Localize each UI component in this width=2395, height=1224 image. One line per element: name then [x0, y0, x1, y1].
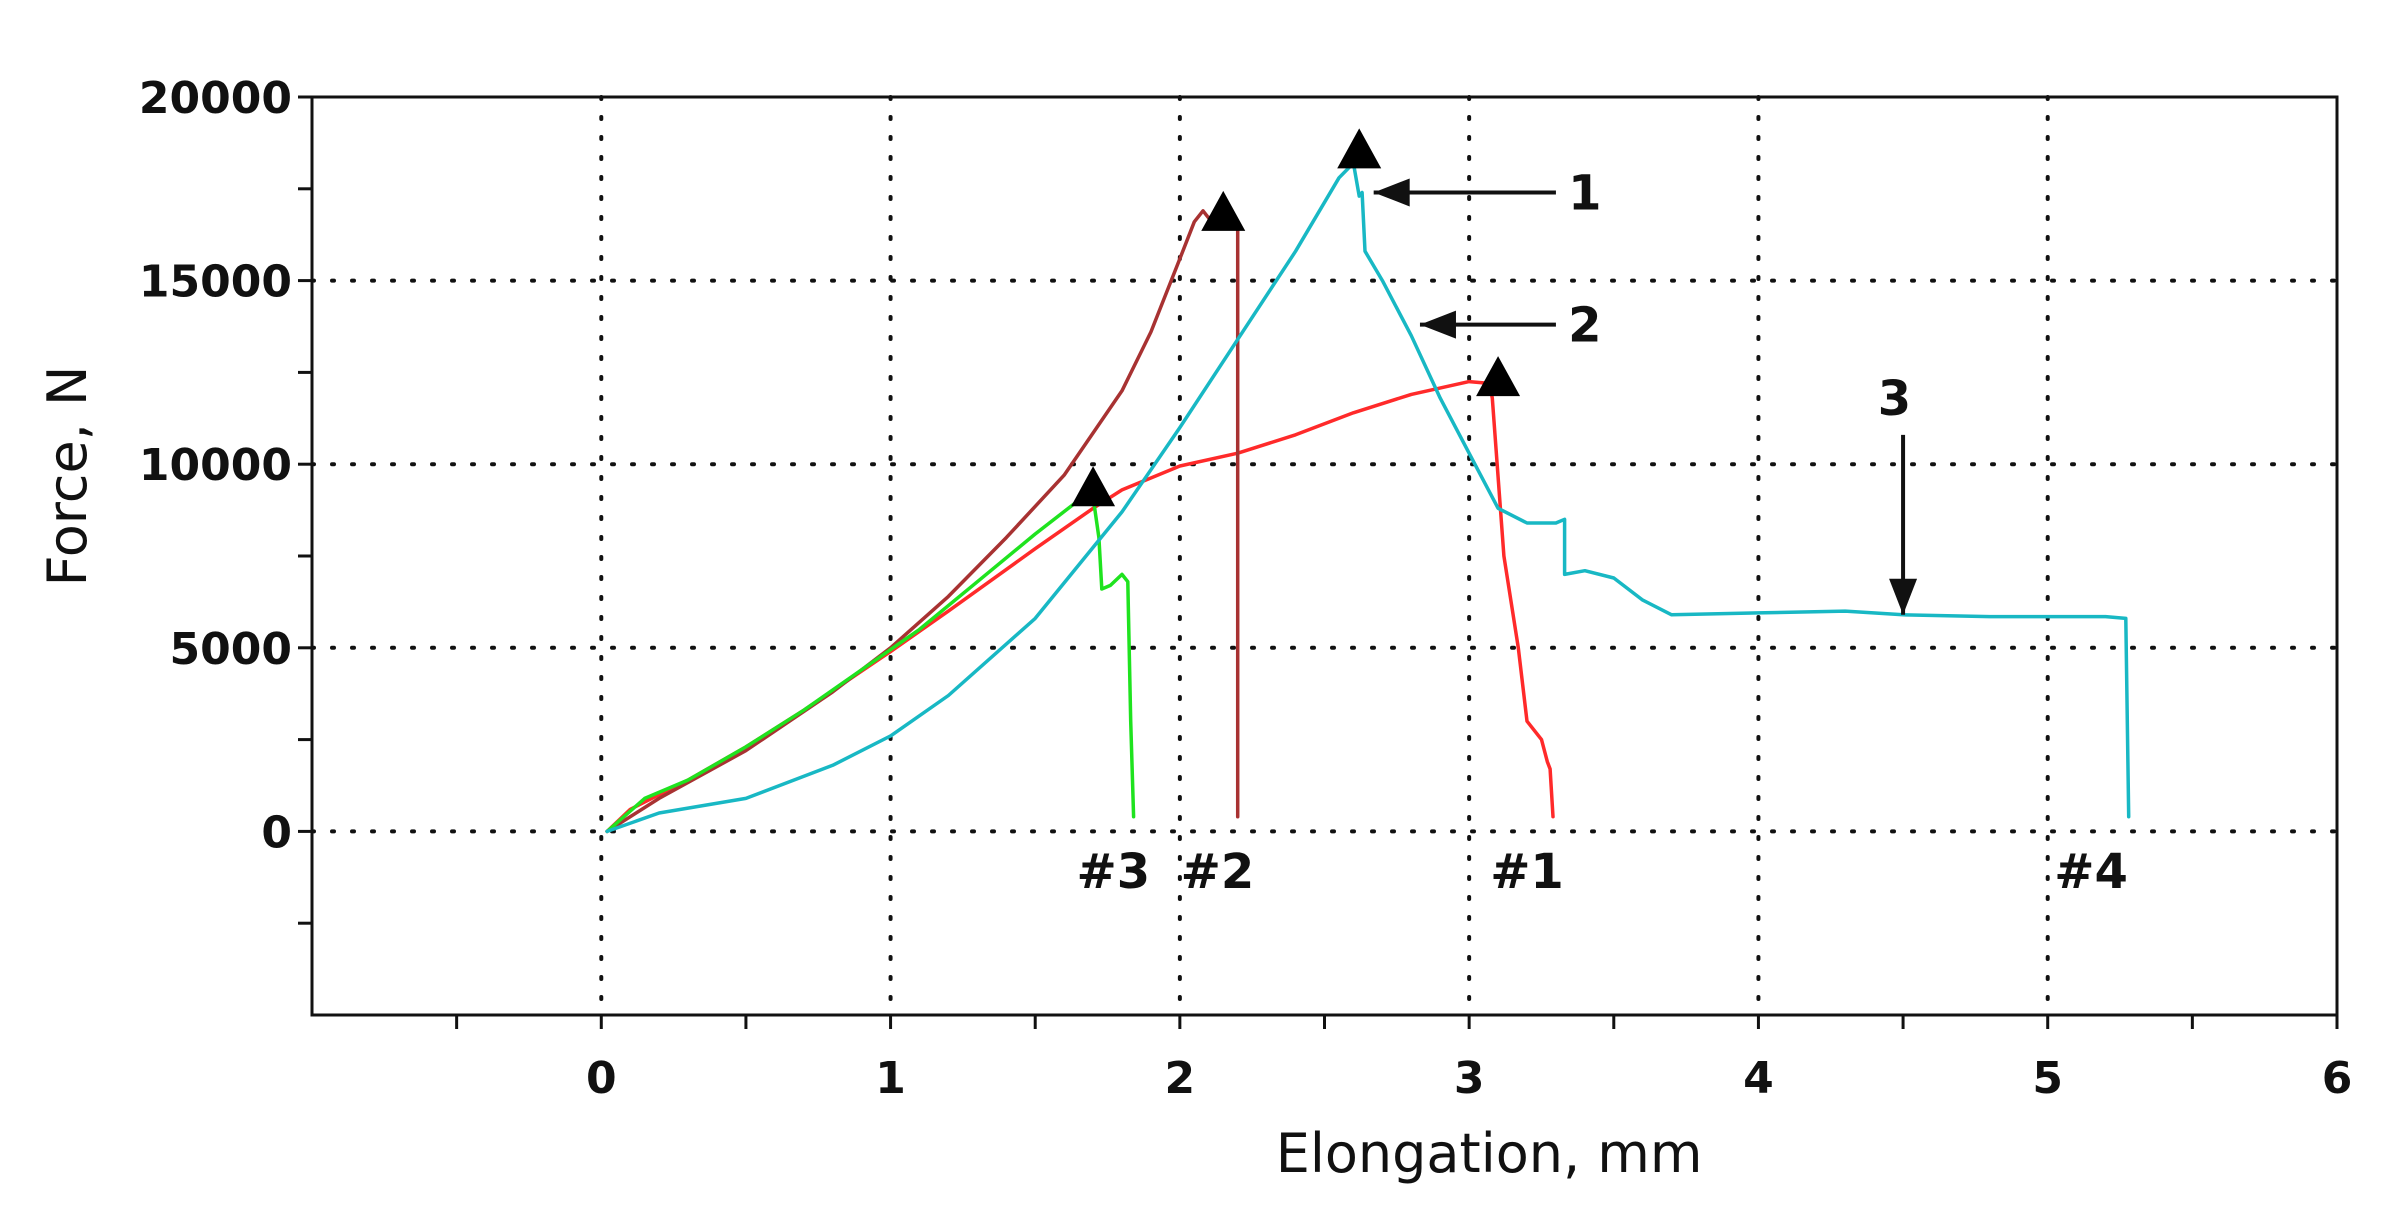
axis-ticks — [298, 95, 2339, 1029]
peak-marker-3 — [1071, 466, 1116, 507]
series-tag-4: #4 — [2054, 844, 2128, 900]
annotation-arrowhead-1 — [1373, 178, 1410, 207]
chart-annotations: 1 2 3 — [1373, 165, 1918, 615]
annotation-label-1: 1 — [1568, 165, 1601, 221]
series-tag-3: #3 — [1077, 844, 1151, 900]
x-tick-label: 2 — [1165, 1053, 1196, 1104]
series-tag-1: #1 — [1490, 844, 1564, 900]
series-line-4 — [605, 161, 2131, 834]
x-tick-label: 6 — [2322, 1053, 2353, 1104]
x-axis-title: Elongation, mm — [1276, 1122, 1703, 1185]
x-tick-label: 4 — [1743, 1053, 1774, 1104]
annotation-arrowhead-2 — [1419, 310, 1456, 339]
x-tick-label: 1 — [875, 1053, 906, 1104]
x-tick-label: 3 — [1454, 1053, 1485, 1104]
grid-lines — [310, 95, 2339, 1017]
series-line-2 — [605, 209, 1240, 834]
annotation-label-2: 2 — [1568, 298, 1601, 354]
y-tick-label: 15000 — [139, 257, 292, 308]
y-axis-title: Force, N — [36, 366, 99, 587]
peak-marker-1 — [1476, 356, 1521, 397]
annotation-arrowhead-3 — [1889, 578, 1918, 615]
series-tag-2: #2 — [1181, 844, 1255, 900]
y-tick-label: 5000 — [170, 624, 292, 675]
peak-marker-4 — [1337, 128, 1382, 169]
series-line-3 — [605, 491, 1136, 834]
y-tick-label: 10000 — [139, 440, 292, 491]
y-tick-label: 20000 — [139, 73, 292, 124]
x-tick-label: 0 — [586, 1053, 617, 1104]
data-series: #1 #2 #3 #4 — [605, 128, 2131, 900]
x-tick-label: 5 — [2032, 1053, 2063, 1104]
axis-tick-labels: 0 1 2 3 4 5 6 0 5000 10000 15000 20000 — [139, 73, 2352, 1104]
plot-frame — [310, 95, 2339, 1017]
annotation-label-3: 3 — [1878, 371, 1911, 427]
peak-marker-2 — [1201, 190, 1246, 231]
y-tick-label: 0 — [261, 807, 292, 858]
